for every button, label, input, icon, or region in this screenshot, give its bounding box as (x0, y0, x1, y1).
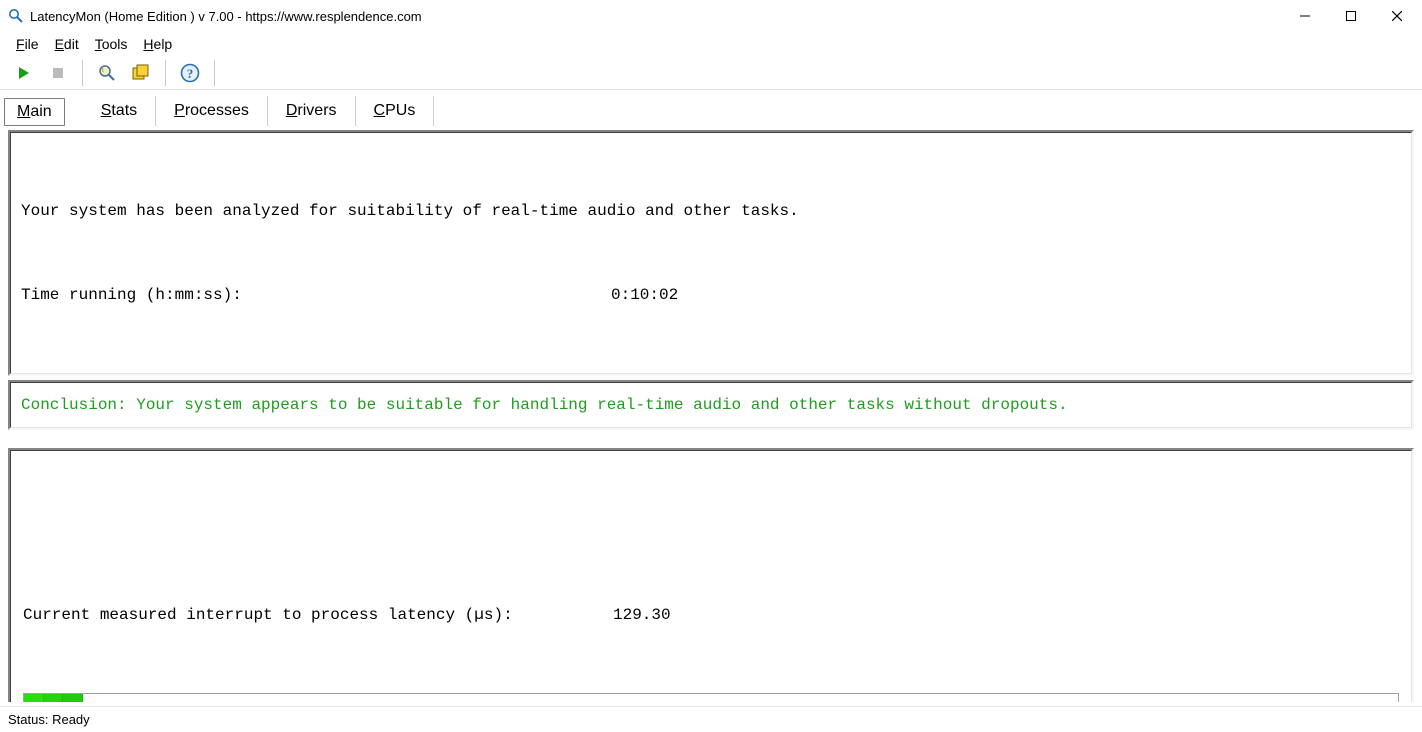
separator (165, 60, 166, 86)
app-icon (8, 8, 24, 24)
separator (82, 60, 83, 86)
svg-text:?: ? (187, 66, 194, 81)
status-text: Status: Ready (8, 712, 90, 727)
status-bar: Status: Ready (0, 706, 1422, 732)
separator (214, 60, 215, 86)
menubar: File Edit Tools Help (0, 32, 1422, 56)
window-buttons (1282, 1, 1420, 31)
metrics-panel: Current measured interrupt to process la… (8, 448, 1414, 702)
stop-button[interactable] (42, 59, 74, 87)
stop-icon (51, 66, 65, 80)
progress-bar (23, 693, 1399, 702)
help-button[interactable]: ? (174, 59, 206, 87)
windows-button[interactable] (125, 59, 157, 87)
tab-cpus[interactable]: CPUs (356, 96, 435, 126)
toolbar: ? (0, 56, 1422, 90)
summary-panel: Your system has been analyzed for suitab… (8, 130, 1414, 376)
magnifier-icon (97, 63, 117, 83)
running-value: 0:10:02 (611, 281, 678, 309)
menu-file[interactable]: File (10, 34, 45, 54)
summary-running: Time running (h:mm:ss): 0:10:02 (21, 281, 1401, 309)
conclusion-text: Conclusion: Your system appears to be su… (10, 382, 1412, 428)
tab-main[interactable]: Main (4, 98, 65, 126)
summary-analyzed: Your system has been analyzed for suitab… (21, 197, 1401, 225)
play-icon (16, 65, 32, 81)
running-label: Time running (h:mm:ss): (21, 281, 611, 309)
maximize-button[interactable] (1328, 1, 1374, 31)
tabbar: Main Stats Processes Drivers CPUs (0, 92, 1422, 126)
search-button[interactable] (91, 59, 123, 87)
close-button[interactable] (1374, 1, 1420, 31)
menu-edit[interactable]: Edit (49, 34, 85, 54)
tab-drivers[interactable]: Drivers (268, 96, 356, 126)
help-icon: ? (180, 63, 200, 83)
titlebar: LatencyMon (Home Edition ) v 7.00 - http… (0, 0, 1422, 32)
menu-help[interactable]: Help (137, 34, 178, 54)
play-button[interactable] (8, 59, 40, 87)
window-title: LatencyMon (Home Edition ) v 7.00 - http… (30, 9, 1282, 24)
metric-current-latency: Current measured interrupt to process la… (11, 535, 1411, 702)
menu-tools[interactable]: Tools (89, 34, 134, 54)
minimize-button[interactable] (1282, 1, 1328, 31)
conclusion-panel: Conclusion: Your system appears to be su… (8, 380, 1414, 430)
metric-label: Current measured interrupt to process la… (23, 601, 613, 629)
metric-value: 129.30 (613, 601, 671, 629)
main-content: Your system has been analyzed for suitab… (4, 130, 1418, 702)
tab-processes[interactable]: Processes (156, 96, 268, 126)
cascade-icon (131, 63, 151, 83)
tab-stats[interactable]: Stats (83, 96, 156, 126)
